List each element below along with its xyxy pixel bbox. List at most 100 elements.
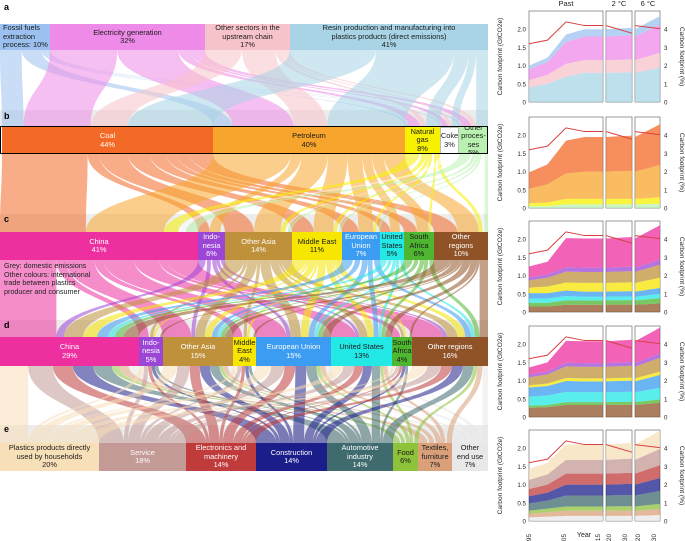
flow-de-41: [387, 366, 481, 443]
flow-de-31: [316, 366, 410, 443]
chart-c-ytick-right-2: 2: [664, 273, 668, 280]
flow-cd-29: [97, 260, 353, 337]
chart-c-area-2-2: [635, 293, 660, 301]
panel-c-box-0-label: China: [89, 236, 109, 246]
flow-de-48: [172, 366, 441, 443]
chart-d-area-1-3: [606, 380, 632, 393]
panel-d-box-6-share: 4%: [396, 354, 408, 364]
flow-bc-16: [164, 154, 420, 232]
flow-de-3: [72, 366, 277, 443]
flow-cd-42: [381, 260, 429, 337]
panel-c-box-2-share: 14%: [251, 245, 266, 254]
chart-e-area-0-6: [529, 459, 603, 489]
chart-c-area-1-3: [606, 291, 632, 297]
chart-b-ylabel-right: Carbon footprint (%): [678, 133, 685, 192]
chart-c-ytick-right-3: 3: [664, 255, 668, 262]
flow-ab-0: [0, 50, 24, 127]
chart-a-area-1-3: [606, 27, 632, 37]
chart-b-line-0: [528, 127, 603, 151]
flow-cd-41: [318, 260, 425, 337]
panel-c-box-0-share: 41%: [91, 245, 107, 254]
chart-e-area-2-4: [635, 478, 660, 496]
chart-d-ylabel-left: Carbon footprint (GtCO2e): [497, 333, 504, 411]
chart-b-ytick-right-0: 0: [664, 206, 668, 213]
chart-d-ytick-right-2: 2: [664, 378, 668, 385]
flow-de-34: [67, 366, 344, 443]
flow-cd-33: [374, 260, 472, 337]
panel-d-box-0: China 29%: [0, 337, 139, 366]
note-line-3: trade between plastics: [4, 278, 76, 288]
flow-ab-16: [327, 50, 455, 127]
panel-c-box-2: Other Asia 14%: [225, 232, 292, 260]
chart-b-line-1: [605, 131, 633, 140]
column-title-6c: 6 °C: [641, 0, 656, 8]
chart-b-ytick-left-0: 0: [523, 206, 527, 213]
chart-a-ylabel-right: Carbon footprint (%): [678, 27, 685, 86]
flow-de-24: [245, 366, 294, 443]
chart-d-ytick-left-4: 2.0: [517, 342, 526, 349]
flow-ab-15: [127, 50, 376, 127]
chart-e-area-0-4: [529, 484, 603, 504]
panel-d-box-4-share: 15%: [286, 350, 301, 360]
panel-c-box-1-label: Indo- nesia: [202, 232, 221, 250]
chart-c-ytick-left-4: 2.0: [517, 237, 526, 244]
chart-a-line-0: [528, 21, 603, 45]
flow-cd-8: [56, 260, 206, 337]
chart-b-ytick-right-1: 1: [664, 187, 668, 194]
chart-d-area-1-7: [606, 339, 632, 364]
flow-de-44: [242, 366, 403, 443]
flow-cd-37: [378, 260, 400, 337]
panel-c-box-6: South Africa 6%: [404, 232, 434, 260]
chart-e-line-0: [528, 440, 603, 464]
chart-a-ytick-left-4: 2.0: [517, 27, 526, 34]
chart-c-area-0-6: [529, 267, 603, 281]
chart-e-area-1-5: [606, 472, 632, 485]
chart-c-ytick-right-1: 1: [664, 291, 668, 298]
panel-c-box-0: China 41%: [0, 232, 198, 260]
chart-a-ytick-left-3: 1.5: [517, 45, 526, 52]
chart-b-area-1-3: [606, 135, 632, 172]
flow-de-53: [446, 366, 483, 443]
chart-e-area-0-2: [529, 506, 603, 514]
flow-ab-10: [90, 50, 242, 127]
chart-e-line-2: [634, 444, 661, 449]
panel-c-box-5: United States 5%: [380, 232, 404, 260]
flow-bc-29: [377, 154, 482, 232]
panel-a-box-3-label: Resin production and manufacturing into …: [322, 24, 456, 41]
chart-e-area-0-7: [529, 444, 603, 480]
panel-a-box-3: Resin production and manufacturing into …: [290, 24, 488, 50]
panel-c-box-3-share: 11%: [309, 245, 325, 254]
chart-e-xtick-3: 2020: [606, 534, 613, 541]
chart-c-area-1-5: [606, 271, 632, 283]
chart-b-ytick-left-1: 0.5: [517, 187, 526, 194]
chart-c-ytick-right-0: 0: [664, 310, 668, 317]
chart-a-ytick-right-4: 4: [664, 27, 668, 34]
flow-cd-26: [325, 260, 374, 337]
chart-c-area-2-3: [635, 287, 660, 297]
chart-c-ytick-left-3: 1.5: [517, 255, 526, 262]
panel-e-box-7-share: 7%: [464, 460, 476, 470]
flow-ab-19: [476, 50, 488, 127]
flow-de-27: [144, 366, 285, 443]
panel-b-box-2-share: 8%: [417, 143, 428, 153]
chart-e-area-1-1: [606, 510, 632, 516]
flow-de-6: [119, 366, 428, 443]
chart-c-area-0-4: [529, 282, 603, 294]
chart-e-area-1-6: [606, 458, 632, 474]
flow-de-8: [28, 366, 144, 443]
panel-letter-a: a: [4, 2, 10, 12]
flow-bc-26: [186, 154, 471, 232]
chart-e-ytick-right-3: 3: [664, 464, 668, 471]
flow-ab-5: [23, 50, 118, 127]
flow-de-47: [83, 366, 428, 443]
panel-c-box-3: Middle East 11%: [292, 232, 342, 260]
panel-e-box-7-label: Other end use: [456, 443, 484, 461]
chart-b-area-2-1: [635, 197, 660, 205]
chart-c-line-2: [634, 235, 661, 240]
panel-d-box-4-label: European Union: [266, 342, 321, 352]
flow-de-39: [380, 366, 414, 443]
flow-cd-46: [225, 260, 460, 337]
chart-c-area-0-2: [529, 295, 603, 303]
panel-c-box-6-share: 6%: [413, 249, 425, 259]
chart-d-area-0-4: [529, 378, 603, 388]
